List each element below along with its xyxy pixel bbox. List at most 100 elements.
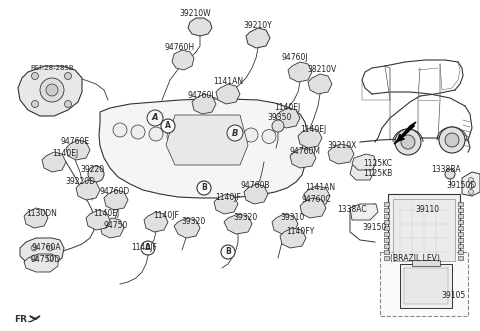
Text: 1140FY: 1140FY: [286, 227, 314, 237]
Polygon shape: [350, 204, 378, 220]
Circle shape: [64, 72, 72, 79]
Text: A: A: [145, 244, 151, 253]
Bar: [384, 226, 389, 230]
Polygon shape: [224, 214, 252, 234]
Circle shape: [147, 110, 163, 126]
Polygon shape: [192, 94, 216, 114]
Text: REF.28-285B: REF.28-285B: [30, 65, 74, 71]
Text: 1125KC: 1125KC: [363, 159, 392, 167]
Bar: [458, 250, 463, 254]
Polygon shape: [304, 186, 330, 206]
Text: 94760H: 94760H: [165, 43, 195, 53]
Bar: [458, 226, 463, 230]
Text: 39210Y: 39210Y: [244, 22, 272, 30]
Bar: [458, 244, 463, 248]
Circle shape: [31, 255, 37, 261]
Bar: [458, 220, 463, 224]
Text: 94760E: 94760E: [60, 137, 90, 147]
Circle shape: [113, 123, 127, 137]
Text: 39210W: 39210W: [179, 10, 211, 19]
Circle shape: [167, 129, 181, 143]
Text: B: B: [201, 183, 207, 193]
Circle shape: [64, 101, 72, 108]
Polygon shape: [18, 66, 82, 116]
Bar: [412, 260, 440, 266]
Bar: [458, 232, 463, 236]
Polygon shape: [288, 62, 312, 82]
Circle shape: [468, 190, 473, 195]
Circle shape: [468, 177, 473, 182]
Polygon shape: [104, 190, 128, 210]
Polygon shape: [244, 184, 268, 204]
Polygon shape: [216, 84, 240, 104]
Bar: [384, 214, 389, 218]
Text: 39220: 39220: [80, 166, 104, 174]
Text: 1141AN: 1141AN: [305, 183, 335, 193]
Bar: [388, 194, 460, 266]
Polygon shape: [300, 198, 326, 218]
Text: 39105: 39105: [442, 292, 466, 301]
Polygon shape: [20, 238, 64, 266]
Polygon shape: [144, 212, 168, 232]
Text: 39210X: 39210X: [327, 141, 357, 151]
Text: 94760L: 94760L: [188, 91, 216, 101]
Bar: [458, 214, 463, 218]
Text: 94750D: 94750D: [31, 256, 61, 264]
Text: 94760D: 94760D: [100, 187, 130, 197]
Polygon shape: [280, 228, 306, 248]
Circle shape: [197, 181, 211, 195]
Polygon shape: [172, 50, 194, 70]
Text: 1140EJ: 1140EJ: [300, 125, 326, 134]
Circle shape: [32, 101, 38, 108]
Polygon shape: [24, 208, 48, 228]
Text: 1338BA: 1338BA: [431, 166, 461, 174]
Bar: [458, 256, 463, 260]
Text: 39220D: 39220D: [65, 177, 95, 186]
Polygon shape: [352, 154, 376, 170]
Circle shape: [395, 129, 421, 155]
Text: 39350: 39350: [268, 114, 292, 122]
Bar: [384, 244, 389, 248]
Text: 1140EJ: 1140EJ: [93, 210, 119, 218]
Bar: [400, 264, 452, 308]
Bar: [384, 250, 389, 254]
Text: 94750: 94750: [104, 220, 128, 229]
Circle shape: [272, 120, 284, 132]
Polygon shape: [276, 108, 300, 128]
Circle shape: [47, 245, 53, 251]
Bar: [384, 232, 389, 236]
Text: 39310: 39310: [281, 213, 305, 222]
Text: 94760J: 94760J: [282, 54, 308, 63]
Text: 94760C: 94760C: [301, 196, 331, 205]
Text: 39110: 39110: [415, 206, 439, 214]
Text: B: B: [225, 248, 231, 257]
Text: FR.: FR.: [14, 314, 31, 323]
Bar: [404, 268, 448, 304]
Circle shape: [32, 72, 38, 79]
Circle shape: [227, 125, 243, 141]
Polygon shape: [30, 316, 40, 319]
Circle shape: [244, 128, 258, 142]
Bar: [384, 220, 389, 224]
Text: 39150D: 39150D: [446, 181, 476, 191]
Bar: [458, 202, 463, 206]
Polygon shape: [99, 99, 308, 198]
Circle shape: [141, 241, 155, 255]
Bar: [384, 256, 389, 260]
Circle shape: [445, 133, 459, 147]
Polygon shape: [76, 180, 100, 200]
Circle shape: [221, 245, 235, 259]
Bar: [384, 202, 389, 206]
Polygon shape: [214, 194, 238, 214]
Circle shape: [88, 166, 104, 182]
Polygon shape: [188, 18, 212, 36]
Text: 1130DN: 1130DN: [26, 210, 58, 218]
Polygon shape: [42, 152, 66, 172]
Polygon shape: [246, 28, 270, 48]
Circle shape: [47, 255, 53, 261]
Text: 94760B: 94760B: [240, 181, 270, 191]
Bar: [458, 238, 463, 242]
Polygon shape: [66, 140, 90, 160]
Polygon shape: [308, 74, 332, 94]
Text: 39150: 39150: [363, 223, 387, 232]
